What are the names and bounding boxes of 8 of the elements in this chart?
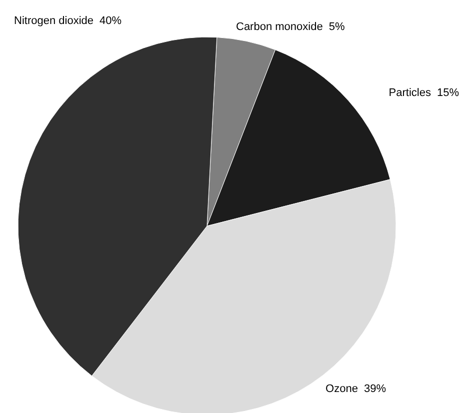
data-label: 39% <box>364 383 386 395</box>
data-label: 15% <box>436 87 460 99</box>
slice-label: Ozone <box>326 383 358 395</box>
slice-label: Particles <box>388 87 432 99</box>
slice-label: Carbon monoxide <box>236 21 323 33</box>
data-label: 5% <box>328 21 345 33</box>
data-label: 40% <box>100 15 122 27</box>
slice-label: Nitrogen dioxide <box>14 15 94 27</box>
